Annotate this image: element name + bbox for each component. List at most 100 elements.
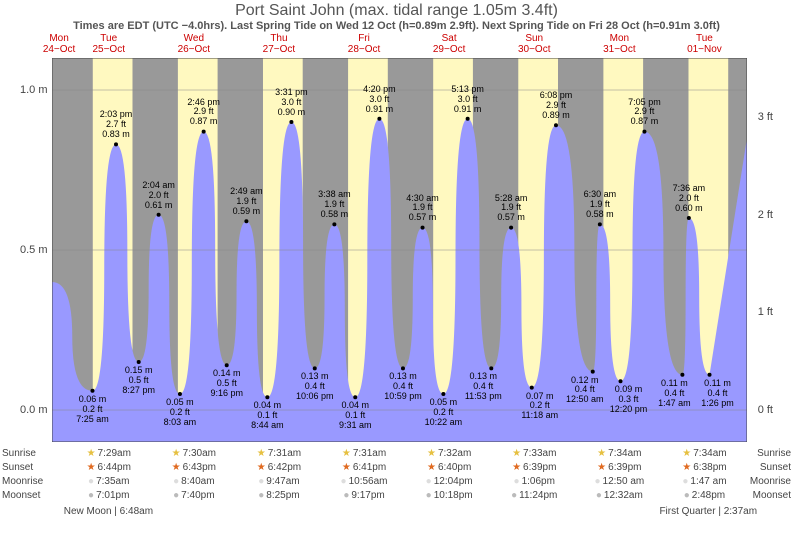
day-header: Thu27−Oct: [259, 33, 299, 55]
row-label-left: Sunset: [2, 462, 33, 473]
sunrise-marker: ★7:34am: [597, 448, 641, 459]
tide-annotation: 0.09 m0.3 ft12:20 pm: [610, 385, 648, 415]
tide-annotation: 4:30 am1.9 ft0.57 m: [406, 194, 439, 224]
moonrise-marker: ●12:50 am: [594, 476, 644, 487]
tide-annotation: 0.14 m0.5 ft9:16 pm: [210, 369, 243, 399]
y-tick-left: 0.0 m: [20, 404, 48, 416]
moonset-marker: ●9:17pm: [343, 490, 384, 501]
sunrise-marker: ★7:34am: [682, 448, 726, 459]
moonset-icon: ●: [596, 490, 602, 501]
tide-chart: Port Saint John (max. tidal range 1.05m …: [0, 0, 793, 539]
row-label-right: Sunrise: [757, 448, 791, 459]
moonrise-icon: ●: [514, 476, 520, 487]
day-header: Sun30−Oct: [514, 33, 554, 55]
moonset-icon: ●: [88, 490, 94, 501]
moon-phase-label: New Moon | 6:48am: [64, 506, 153, 517]
sunset-marker: ★6:43pm: [172, 462, 216, 473]
moonset-marker: ●11:24pm: [511, 490, 557, 501]
day-header: Sat29−Oct: [429, 33, 469, 55]
chart-title: Port Saint John (max. tidal range 1.05m …: [0, 0, 793, 20]
tide-annotation: 6:08 pm2.9 ft0.89 m: [540, 91, 573, 121]
moonrise-marker: ●9:47am: [258, 476, 299, 487]
moonset-marker: ●2:48pm: [684, 490, 725, 501]
y-tick-right: 2 ft: [758, 209, 773, 221]
moonset-icon: ●: [258, 490, 264, 501]
moonrise-icon: ●: [341, 476, 347, 487]
sunrise-icon: ★: [87, 448, 96, 459]
tide-annotation: 0.11 m0.4 ft1:26 pm: [701, 379, 734, 409]
tide-annotation: 2:04 am2.0 ft0.61 m: [142, 181, 175, 211]
tide-annotation: 2:03 pm2.7 ft0.83 m: [100, 110, 133, 140]
y-tick-right: 0 ft: [758, 404, 773, 416]
sunrise-marker: ★7:32am: [427, 448, 471, 459]
tide-annotation: 7:36 am2.0 ft0.60 m: [673, 184, 706, 214]
sunrise-icon: ★: [512, 448, 521, 459]
tide-annotation: 4:20 pm3.0 ft0.91 m: [363, 85, 396, 115]
tide-annotation: 0.12 m0.4 ft12:50 am: [566, 376, 604, 406]
sunset-marker: ★6:41pm: [342, 462, 386, 473]
tide-annotation: 7:05 pm2.9 ft0.87 m: [628, 98, 661, 128]
chart-subtitle: Times are EDT (UTC −4.0hrs). Last Spring…: [0, 20, 793, 32]
tide-annotation: 0.15 m0.5 ft8:27 pm: [122, 366, 155, 396]
day-header: Tue01−Nov: [684, 33, 724, 55]
sunrise-marker: ★7:31am: [342, 448, 386, 459]
y-tick-right: 3 ft: [758, 111, 773, 123]
moonset-icon: ●: [173, 490, 179, 501]
tide-annotation: 0.05 m0.2 ft10:22 am: [425, 398, 463, 428]
row-label-right: Moonrise: [750, 476, 791, 487]
moonrise-marker: ●1:47 am: [682, 476, 726, 487]
tide-annotation: 3:31 pm3.0 ft0.90 m: [275, 88, 308, 118]
moonset-icon: ●: [511, 490, 517, 501]
sunrise-icon: ★: [342, 448, 351, 459]
tide-annotation: 0.04 m0.1 ft8:44 am: [251, 401, 284, 431]
row-label-left: Moonset: [2, 490, 40, 501]
tide-annotation: 0.13 m0.4 ft11:53 pm: [465, 372, 502, 402]
moonrise-marker: ●1:06pm: [514, 476, 555, 487]
tide-annotation: 0.13 m0.4 ft10:59 pm: [384, 372, 422, 402]
sunrise-marker: ★7:31am: [257, 448, 301, 459]
tide-annotation: 0.07 m0.2 ft11:18 am: [521, 392, 558, 422]
tide-annotation: 5:28 am1.9 ft0.57 m: [495, 194, 528, 224]
moonrise-icon: ●: [426, 476, 432, 487]
sunset-icon: ★: [172, 462, 181, 473]
moonrise-marker: ●10:56am: [341, 476, 388, 487]
sunrise-icon: ★: [427, 448, 436, 459]
moonrise-marker: ●12:04pm: [426, 476, 473, 487]
tide-annotation: 3:38 am1.9 ft0.58 m: [318, 190, 351, 220]
y-tick-left: 0.5 m: [20, 244, 48, 256]
sunrise-icon: ★: [257, 448, 266, 459]
sunset-icon: ★: [597, 462, 606, 473]
tide-annotation: 5:13 pm3.0 ft0.91 m: [451, 85, 484, 115]
moonrise-icon: ●: [682, 476, 688, 487]
moonset-marker: ●7:01pm: [88, 490, 129, 501]
tide-annotation: 0.04 m0.1 ft9:31 am: [339, 401, 372, 431]
sunset-row: SunsetSunset★6:44pm★6:43pm★6:42pm★6:41pm…: [0, 462, 793, 476]
row-label-left: Moonrise: [2, 476, 43, 487]
moonset-row: MoonsetMoonset●7:01pm●7:40pm●8:25pm●9:17…: [0, 490, 793, 504]
sunset-marker: ★6:39pm: [512, 462, 556, 473]
moonset-marker: ●7:40pm: [173, 490, 214, 501]
row-label-right: Sunset: [760, 462, 791, 473]
moonrise-icon: ●: [594, 476, 600, 487]
moonrise-icon: ●: [173, 476, 179, 487]
sunrise-marker: ★7:29am: [87, 448, 131, 459]
tide-annotation: 6:30 am1.9 ft0.58 m: [584, 190, 617, 220]
day-header: Mon24−Oct: [39, 33, 79, 55]
moonset-marker: ●12:32am: [596, 490, 643, 501]
tide-annotation: 0.05 m0.2 ft8:03 am: [164, 398, 197, 428]
y-tick-right: 1 ft: [758, 306, 773, 318]
moonrise-marker: ●8:40am: [173, 476, 214, 487]
sunset-icon: ★: [342, 462, 351, 473]
sunrise-marker: ★7:30am: [172, 448, 216, 459]
sunrise-row: SunriseSunrise★7:29am★7:30am★7:31am★7:31…: [0, 448, 793, 462]
tide-annotation: 2:46 pm2.9 ft0.87 m: [187, 98, 220, 128]
tide-annotation: 0.06 m0.2 ft7:25 am: [76, 395, 109, 425]
moonset-icon: ●: [426, 490, 432, 501]
day-header: Mon31−Oct: [599, 33, 639, 55]
sunset-marker: ★6:42pm: [257, 462, 301, 473]
tide-annotation: 2:49 am1.9 ft0.59 m: [230, 187, 263, 217]
moonrise-icon: ●: [258, 476, 264, 487]
sunset-icon: ★: [512, 462, 521, 473]
day-header: Wed26−Oct: [174, 33, 214, 55]
y-tick-left: 1.0 m: [20, 84, 48, 96]
